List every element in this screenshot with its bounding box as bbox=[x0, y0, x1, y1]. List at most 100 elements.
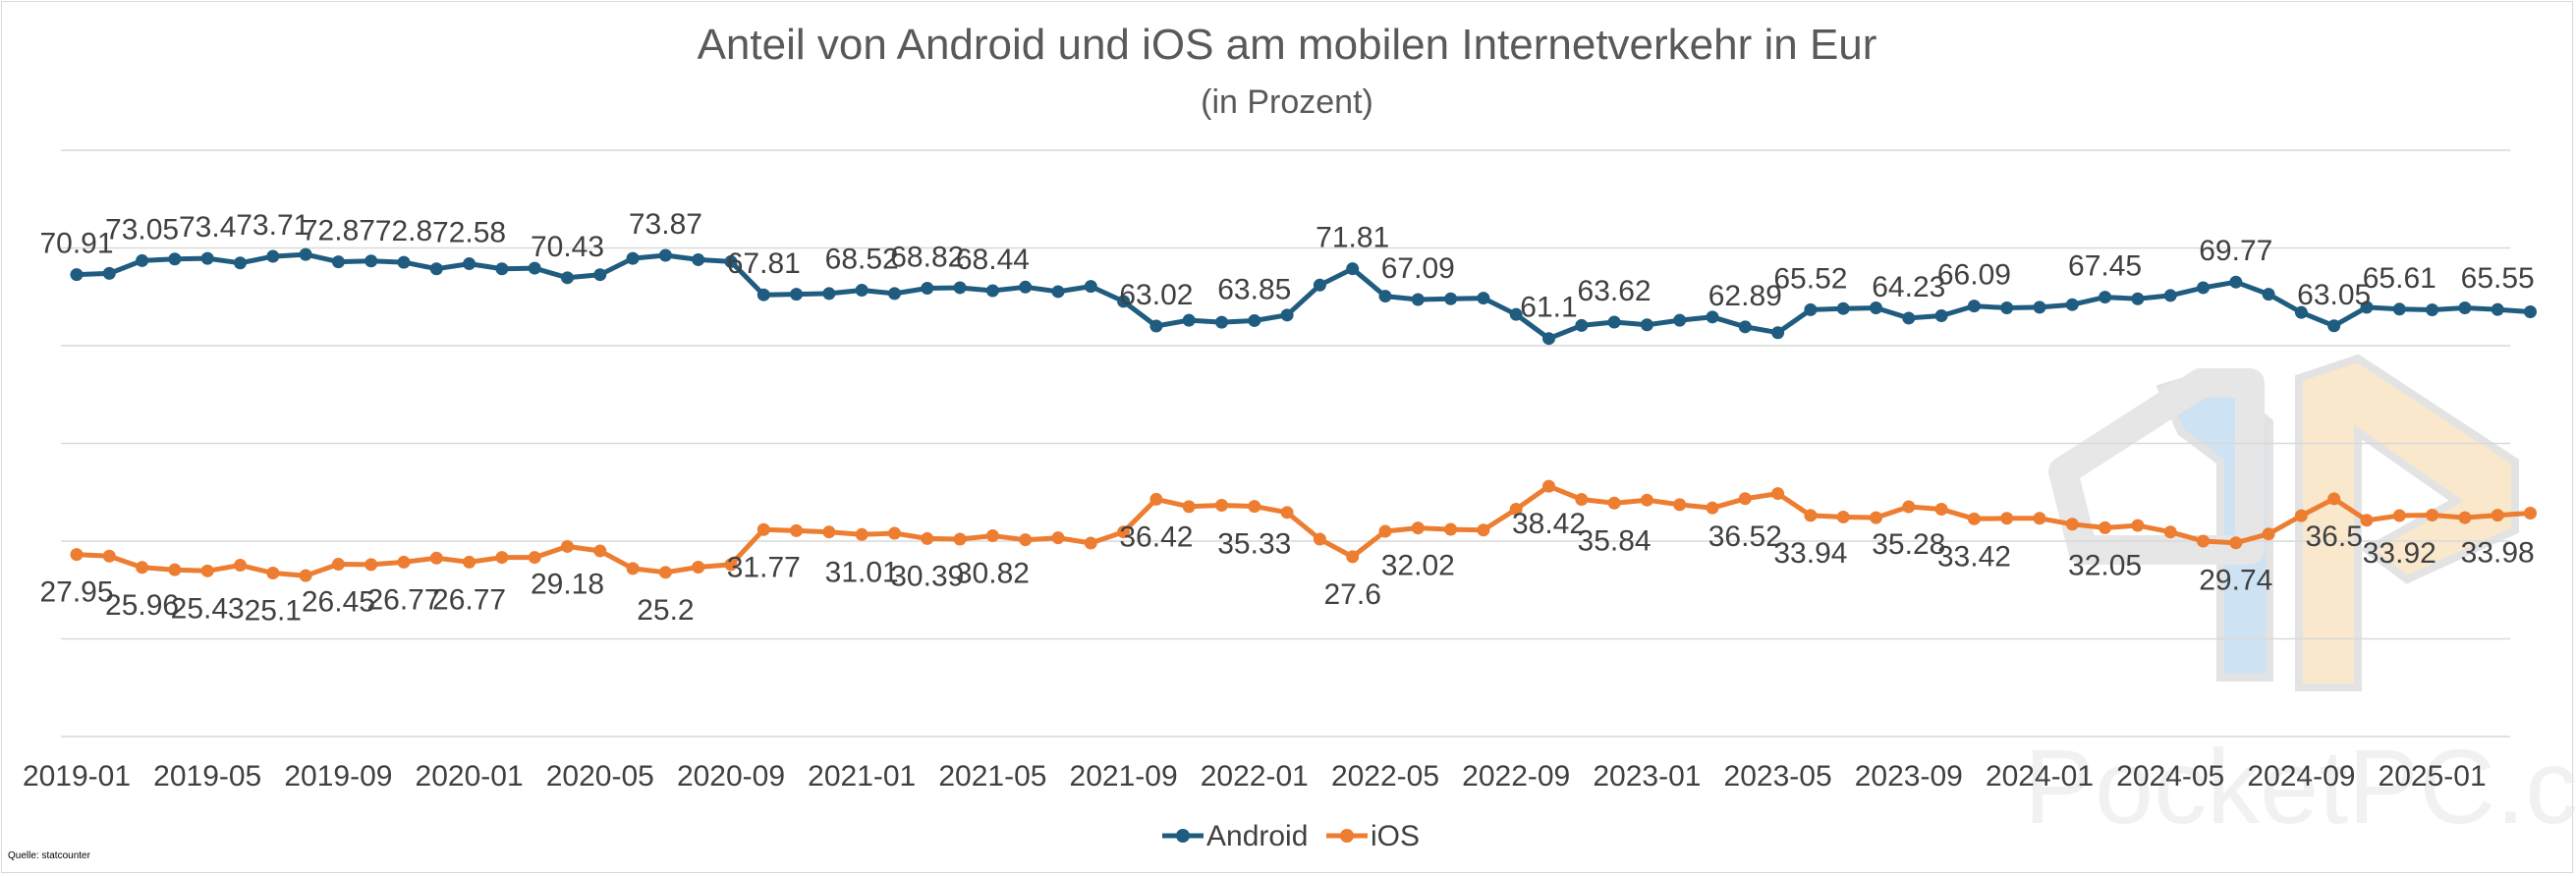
ios-point[interactable] bbox=[2426, 508, 2439, 521]
android-point[interactable] bbox=[1248, 313, 1261, 327]
ios-point[interactable] bbox=[2294, 509, 2308, 522]
android-point[interactable] bbox=[1313, 278, 1326, 292]
android-point[interactable] bbox=[1117, 295, 1131, 308]
ios-point[interactable] bbox=[1411, 521, 1425, 535]
ios-point[interactable] bbox=[1640, 493, 1653, 507]
ios-point[interactable] bbox=[1019, 533, 1033, 547]
ios-point[interactable] bbox=[790, 523, 804, 537]
ios-point[interactable] bbox=[1673, 498, 1687, 512]
ios-point[interactable] bbox=[1967, 512, 1981, 525]
android-point[interactable] bbox=[2229, 275, 2243, 289]
android-point[interactable] bbox=[136, 253, 149, 267]
android-point[interactable] bbox=[756, 288, 770, 301]
android-point[interactable] bbox=[2524, 305, 2537, 319]
ios-point[interactable] bbox=[364, 558, 378, 572]
android-point[interactable] bbox=[200, 251, 214, 265]
ios-point[interactable] bbox=[1051, 531, 1065, 545]
android-point[interactable] bbox=[495, 262, 509, 276]
ios-point[interactable] bbox=[2065, 518, 2079, 531]
android-point[interactable] bbox=[168, 252, 182, 266]
android-point[interactable] bbox=[1673, 313, 1687, 327]
android-point[interactable] bbox=[658, 248, 672, 262]
android-point[interactable] bbox=[528, 261, 541, 275]
ios-point[interactable] bbox=[1836, 510, 1850, 523]
ios-point[interactable] bbox=[822, 525, 836, 539]
ios-point[interactable] bbox=[200, 564, 214, 577]
android-point[interactable] bbox=[1870, 301, 1882, 315]
ios-point[interactable] bbox=[2491, 509, 2504, 522]
ios-point[interactable] bbox=[2327, 492, 2341, 506]
android-point[interactable] bbox=[102, 266, 116, 280]
android-point[interactable] bbox=[1477, 292, 1490, 305]
android-point[interactable] bbox=[1542, 332, 1555, 346]
ios-point[interactable] bbox=[2131, 519, 2145, 532]
ios-point[interactable] bbox=[692, 561, 705, 575]
ios-point[interactable] bbox=[1378, 524, 1392, 538]
android-point[interactable] bbox=[1771, 326, 1785, 340]
ios-point[interactable] bbox=[2033, 512, 2046, 525]
android-point[interactable] bbox=[626, 251, 640, 265]
android-point[interactable] bbox=[1346, 262, 1360, 276]
ios-point[interactable] bbox=[1248, 500, 1261, 514]
ios-point[interactable] bbox=[1934, 502, 1948, 516]
android-point[interactable] bbox=[429, 262, 443, 276]
ios-point[interactable] bbox=[1575, 493, 1589, 507]
android-point[interactable] bbox=[2458, 301, 2472, 315]
ios-point[interactable] bbox=[266, 567, 280, 580]
android-point[interactable] bbox=[1215, 315, 1228, 329]
android-point[interactable] bbox=[1902, 311, 1916, 325]
android-point[interactable] bbox=[1182, 313, 1196, 327]
android-point[interactable] bbox=[1706, 310, 1719, 324]
android-point[interactable] bbox=[1607, 315, 1621, 329]
ios-point[interactable] bbox=[2360, 514, 2374, 527]
ios-point[interactable] bbox=[1509, 502, 1523, 516]
ios-point[interactable] bbox=[2262, 527, 2275, 541]
ios-point[interactable] bbox=[724, 558, 738, 572]
ios-point[interactable] bbox=[2197, 534, 2210, 548]
android-point[interactable] bbox=[364, 254, 378, 268]
ios-point[interactable] bbox=[2524, 506, 2537, 520]
android-point[interactable] bbox=[1836, 301, 1850, 315]
ios-point[interactable] bbox=[561, 539, 574, 553]
ios-point[interactable] bbox=[136, 561, 149, 575]
android-point[interactable] bbox=[1967, 300, 1981, 313]
android-point[interactable] bbox=[1378, 290, 1392, 303]
android-point[interactable] bbox=[593, 268, 607, 282]
ios-point[interactable] bbox=[102, 549, 116, 563]
ios-point[interactable] bbox=[1607, 496, 1621, 510]
android-point[interactable] bbox=[855, 283, 868, 297]
ios-point[interactable] bbox=[953, 532, 967, 546]
android-point[interactable] bbox=[2163, 289, 2177, 302]
android-point[interactable] bbox=[1804, 302, 1818, 316]
android-point[interactable] bbox=[822, 287, 836, 301]
ios-point[interactable] bbox=[2000, 512, 2014, 525]
ios-point[interactable] bbox=[593, 544, 607, 558]
android-point[interactable] bbox=[1934, 308, 1948, 322]
android-point[interactable] bbox=[2065, 298, 2079, 311]
ios-point[interactable] bbox=[1771, 487, 1785, 501]
android-point[interactable] bbox=[2099, 291, 2112, 304]
ios-point[interactable] bbox=[1477, 523, 1490, 537]
android-point[interactable] bbox=[397, 255, 411, 269]
ios-point[interactable] bbox=[1346, 550, 1360, 564]
android-point[interactable] bbox=[921, 281, 934, 295]
ios-point[interactable] bbox=[921, 531, 934, 545]
ios-point[interactable] bbox=[756, 522, 770, 536]
android-point[interactable] bbox=[692, 252, 705, 266]
ios-point[interactable] bbox=[1280, 506, 1294, 520]
android-point[interactable] bbox=[1051, 285, 1065, 299]
ios-point[interactable] bbox=[888, 526, 901, 540]
ios-point[interactable] bbox=[495, 551, 509, 565]
android-point[interactable] bbox=[2033, 301, 2046, 314]
android-point[interactable] bbox=[2000, 301, 2014, 315]
ios-point[interactable] bbox=[1804, 509, 1818, 522]
ios-point[interactable] bbox=[2458, 511, 2472, 524]
android-point[interactable] bbox=[266, 249, 280, 263]
android-point[interactable] bbox=[70, 268, 84, 282]
android-point[interactable] bbox=[1084, 280, 1097, 294]
ios-point[interactable] bbox=[463, 555, 476, 569]
android-point[interactable] bbox=[1738, 320, 1752, 334]
android-point[interactable] bbox=[2327, 319, 2341, 333]
ios-point[interactable] bbox=[1084, 536, 1097, 550]
ios-point[interactable] bbox=[626, 562, 640, 575]
